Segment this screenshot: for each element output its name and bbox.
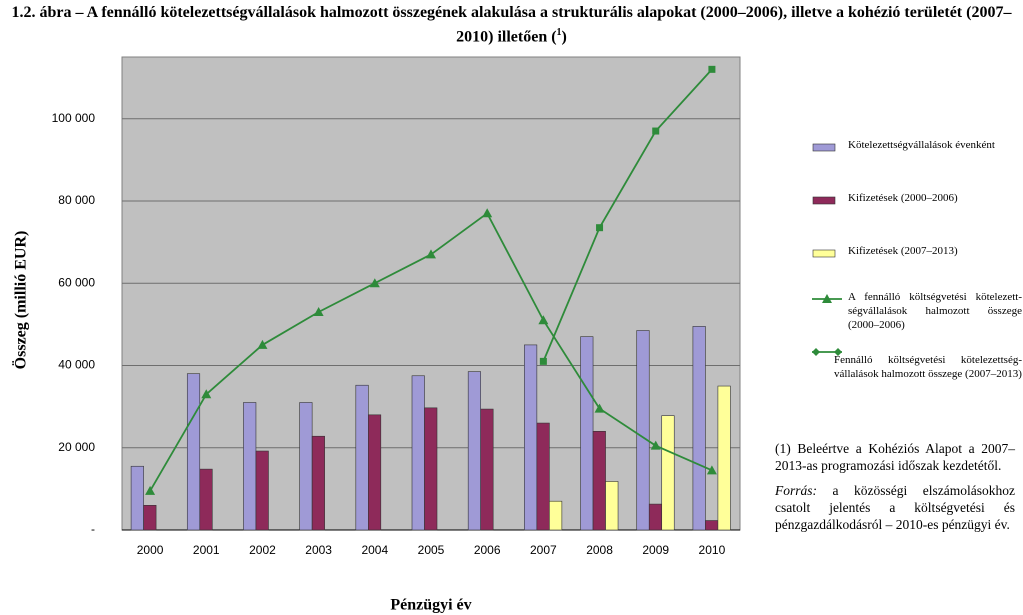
footnote: (1) Beleértve a Kohéziós Alapot a 2007–2… bbox=[775, 440, 1015, 474]
x-tick-label: 2008 bbox=[586, 543, 613, 557]
bar bbox=[424, 407, 438, 531]
bar bbox=[186, 373, 201, 531]
y-tick-label: 80 000 bbox=[58, 193, 95, 207]
point bbox=[426, 249, 436, 259]
bar bbox=[243, 402, 257, 531]
chart-title: 1.2. ábra – A fennálló kötelezettségváll… bbox=[10, 3, 1013, 47]
title-text: 1.2. ábra – A fennálló kötelezettségváll… bbox=[11, 4, 1012, 46]
legend-item: Kötelezettségvállalások évenként bbox=[812, 138, 1022, 152]
y-axis-label: Összeg (millió EUR) bbox=[12, 231, 30, 370]
x-tick-label: 2006 bbox=[474, 543, 501, 557]
bar bbox=[592, 430, 606, 531]
point bbox=[706, 465, 717, 475]
legend-marker bbox=[834, 348, 842, 356]
legend-item: Kifizetések (2000–2006) bbox=[812, 191, 1022, 205]
point bbox=[538, 315, 549, 325]
legend-item: Fennálló költségvetési kötelezettség-vál… bbox=[812, 343, 1022, 381]
y-tick-label: 100 000 bbox=[52, 111, 96, 125]
x-tick-label: 2002 bbox=[249, 543, 276, 557]
legend-marker bbox=[822, 294, 832, 303]
bar bbox=[705, 520, 719, 531]
bar bbox=[605, 481, 619, 531]
x-axis-label: Pénzügyi év bbox=[390, 597, 471, 614]
point bbox=[482, 208, 493, 218]
y-tick-label: - bbox=[91, 522, 95, 536]
source-text: a közösségi elszámolásokhoz csatolt jele… bbox=[775, 483, 1016, 532]
point bbox=[596, 224, 604, 232]
point bbox=[708, 65, 716, 73]
x-tick-label: 2007 bbox=[530, 543, 557, 557]
bar bbox=[143, 505, 157, 531]
legend-label: Kötelezettségvállalások évenként bbox=[848, 139, 995, 151]
footnote-text: Beleértve a Kohéziós Alapot a 2007–2013-… bbox=[775, 441, 1015, 473]
legend-swatch bbox=[812, 143, 836, 152]
bar bbox=[467, 371, 481, 531]
bar bbox=[480, 408, 494, 531]
legend-swatch bbox=[812, 348, 842, 356]
title-note: 1 bbox=[556, 27, 562, 38]
bar bbox=[549, 500, 563, 531]
point bbox=[201, 389, 212, 399]
title-end: ) bbox=[561, 28, 567, 46]
legend-box bbox=[812, 249, 836, 258]
legend-item: Kifizetések (2007–2013) bbox=[812, 244, 1022, 258]
bar bbox=[692, 326, 706, 531]
legend-swatch bbox=[812, 249, 836, 258]
point bbox=[594, 403, 605, 413]
legend-box bbox=[812, 196, 836, 205]
bar bbox=[368, 414, 382, 531]
point bbox=[145, 485, 156, 495]
bar bbox=[661, 415, 675, 531]
legend-label: Kifizetések (2000–2006) bbox=[848, 192, 958, 204]
point bbox=[650, 440, 661, 450]
x-tick-label: 2004 bbox=[361, 543, 388, 557]
x-tick-label: 2001 bbox=[193, 543, 220, 557]
source: Forrás: a közösségi elszámolásokhoz csat… bbox=[775, 482, 1015, 533]
x-tick-label: 2005 bbox=[418, 543, 445, 557]
point bbox=[313, 307, 324, 317]
bar bbox=[130, 465, 144, 531]
x-tick-label: 2010 bbox=[699, 543, 726, 557]
legend-swatch bbox=[812, 196, 836, 205]
bar bbox=[536, 422, 550, 531]
bar bbox=[199, 468, 213, 531]
x-tick-label: 2009 bbox=[642, 543, 669, 557]
line bbox=[542, 68, 713, 362]
bar bbox=[355, 384, 369, 531]
legend-label: Fennálló költségvetési kötelezettség-vál… bbox=[834, 354, 1022, 380]
x-tick-label: 2003 bbox=[305, 543, 332, 557]
bar bbox=[311, 435, 325, 531]
bar bbox=[524, 344, 538, 531]
legend-marker bbox=[812, 348, 820, 356]
y-tick-label: 40 000 bbox=[58, 358, 95, 372]
bar bbox=[255, 450, 269, 531]
point bbox=[539, 357, 547, 365]
legend-item: A fennálló költségvetési kötelezett-ségv… bbox=[812, 290, 1022, 332]
footnote-marker: (1) bbox=[775, 441, 791, 456]
legend-box bbox=[812, 143, 836, 152]
legend-label: A fennálló költségvetési kötelezett-ségv… bbox=[848, 291, 1022, 331]
y-tick-label: 20 000 bbox=[58, 440, 95, 454]
x-tick-label: 2000 bbox=[137, 543, 164, 557]
bar bbox=[411, 375, 425, 531]
legend-swatch bbox=[812, 294, 842, 303]
bar bbox=[299, 402, 313, 531]
point bbox=[257, 339, 268, 349]
bar bbox=[717, 385, 731, 531]
bar bbox=[636, 330, 650, 531]
point bbox=[652, 127, 660, 135]
point bbox=[369, 278, 380, 288]
source-label: Forrás: bbox=[775, 483, 818, 498]
notes: (1) Beleértve a Kohéziós Alapot a 2007–2… bbox=[775, 440, 1015, 541]
bar bbox=[580, 336, 594, 531]
legend-label: Kifizetések (2007–2013) bbox=[848, 245, 958, 257]
bar bbox=[648, 503, 663, 531]
y-tick-label: 60 000 bbox=[58, 275, 95, 289]
